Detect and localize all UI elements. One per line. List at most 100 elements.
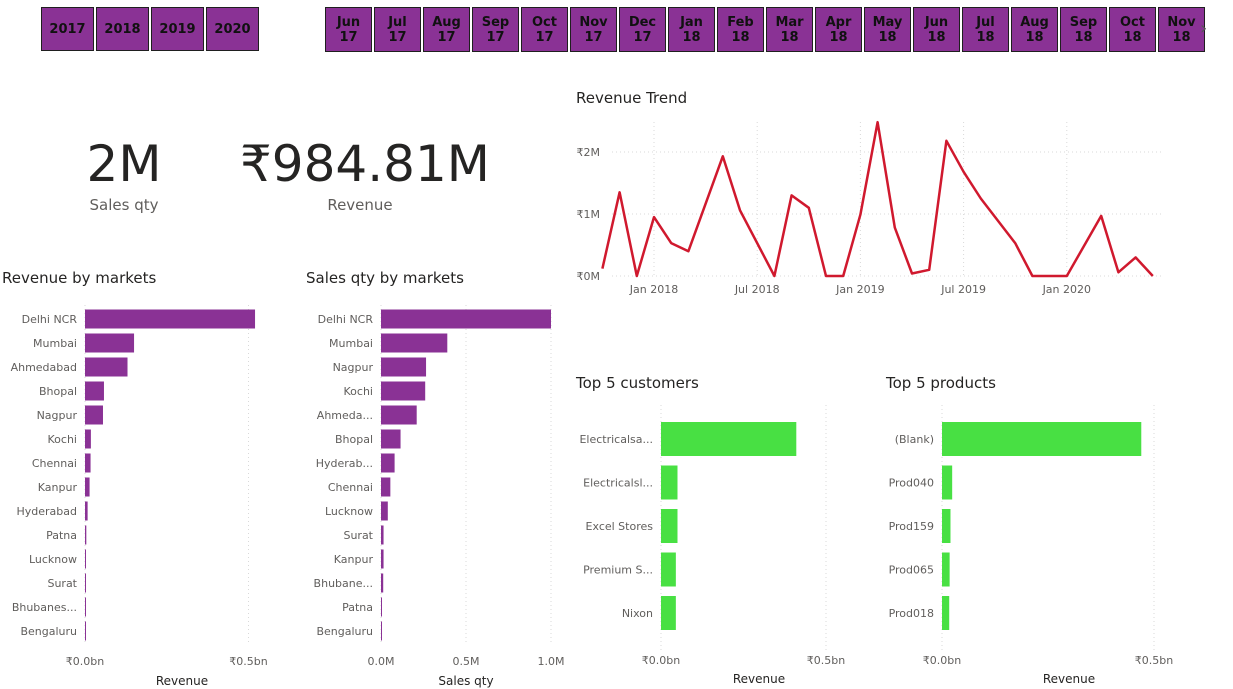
revenue-card: ₹984.81M Revenue <box>240 138 490 214</box>
category-label: (Blank) <box>895 433 934 446</box>
month-name: Nov <box>579 14 608 30</box>
month-button-oct-18[interactable]: Oct 18 <box>1109 7 1156 52</box>
category-label: Kanpur <box>38 481 78 494</box>
x-axis-title: Revenue <box>156 674 208 688</box>
chevron-right-icon[interactable]: › <box>1200 18 1208 39</box>
x-tick-label: ₹0.0bn <box>923 654 961 667</box>
category-label: Prod018 <box>889 607 934 620</box>
bar <box>381 309 551 329</box>
bar <box>85 381 104 401</box>
category-label: Prod065 <box>889 564 934 577</box>
month-button-may-18[interactable]: May 18 <box>864 7 911 52</box>
category-label: Electricalsl... <box>583 477 653 490</box>
bar <box>661 596 676 630</box>
category-label: Mumbai <box>33 337 77 350</box>
bar <box>381 453 395 473</box>
bar <box>85 333 135 353</box>
month-button-oct-17[interactable]: Oct 17 <box>521 7 568 52</box>
month-button-jun-17[interactable]: Jun 17 <box>325 7 372 52</box>
category-label: Premium S... <box>583 564 653 577</box>
month-button-sep-17[interactable]: Sep 17 <box>472 7 519 52</box>
category-label: Electricalsa... <box>579 433 653 446</box>
bar <box>85 477 90 497</box>
category-label: Kochi <box>344 385 373 398</box>
month-button-sep-18[interactable]: Sep 18 <box>1060 7 1107 52</box>
x-tick-label: 1.0M <box>538 655 565 668</box>
x-tick-label: Jan 2020 <box>1042 283 1091 296</box>
month-year: 17 <box>633 29 652 45</box>
bar <box>85 453 91 473</box>
y-tick-label: ₹2M <box>577 146 601 159</box>
category-label: Hyderab... <box>316 457 373 470</box>
category-label: Ahmedabad <box>11 361 77 374</box>
category-label: Prod159 <box>889 520 934 533</box>
bar <box>85 525 87 545</box>
year-button-2017[interactable]: 2017 <box>41 7 94 51</box>
month-year: 18 <box>1172 29 1191 45</box>
month-button-jul-17[interactable]: Jul 17 <box>374 7 421 52</box>
category-label: Kanpur <box>334 553 374 566</box>
x-tick-label: Jan 2019 <box>835 283 884 296</box>
year-button-2020[interactable]: 2020 <box>206 7 259 51</box>
x-tick-label: ₹0.0bn <box>642 654 680 667</box>
month-button-aug-18[interactable]: Aug 18 <box>1011 7 1058 52</box>
category-label: Chennai <box>32 457 77 470</box>
x-axis-title: Revenue <box>733 672 785 686</box>
month-button-aug-17[interactable]: Aug 17 <box>423 7 470 52</box>
month-button-jan-18[interactable]: Jan 18 <box>668 7 715 52</box>
month-name: Feb <box>727 14 754 30</box>
category-label: Mumbai <box>329 337 373 350</box>
category-label: Hyderabad <box>17 505 78 518</box>
revenue-series-line <box>601 120 1154 278</box>
bar <box>381 621 382 641</box>
bar <box>381 597 382 617</box>
month-name: Mar <box>775 14 804 30</box>
y-tick-label: ₹0M <box>577 270 601 283</box>
y-tick-label: ₹1M <box>577 208 601 221</box>
category-label: Patna <box>342 601 373 614</box>
bar <box>661 509 678 543</box>
category-label: Bhubanes... <box>12 601 77 614</box>
month-button-mar-18[interactable]: Mar 18 <box>766 7 813 52</box>
bar <box>942 509 951 543</box>
top5-products-title: Top 5 products <box>886 374 996 392</box>
month-button-dec-17[interactable]: Dec 17 <box>619 7 666 52</box>
bar <box>942 422 1142 456</box>
bar <box>942 596 950 630</box>
month-button-nov-17[interactable]: Nov 17 <box>570 7 617 52</box>
month-button-jul-18[interactable]: Jul 18 <box>962 7 1009 52</box>
category-label: Surat <box>343 529 373 542</box>
category-label: Lucknow <box>325 505 373 518</box>
x-tick-label: Jul 2019 <box>940 283 986 296</box>
sales-qty-by-markets-title: Sales qty by markets <box>306 269 464 287</box>
month-name: May <box>872 14 903 30</box>
bar <box>85 309 256 329</box>
month-button-feb-18[interactable]: Feb 18 <box>717 7 764 52</box>
bar <box>85 429 91 449</box>
category-label: Excel Stores <box>586 520 654 533</box>
month-name: Oct <box>1120 14 1145 30</box>
bar <box>381 429 401 449</box>
category-label: Patna <box>46 529 77 542</box>
month-name: Apr <box>825 14 852 30</box>
year-button-2019[interactable]: 2019 <box>151 7 204 51</box>
bar <box>661 465 678 500</box>
month-year: 18 <box>927 29 946 45</box>
year-button-2018[interactable]: 2018 <box>96 7 149 51</box>
category-label: Nagpur <box>333 361 374 374</box>
category-label: Lucknow <box>29 553 77 566</box>
month-slicer: Jun 17 Jul 17 Aug 17 Sep 17 Oct 17 Nov 17 Dec 17 Jan 18… <box>325 7 1205 52</box>
month-name: Jul <box>976 14 995 30</box>
month-button-jun-18[interactable]: Jun 18 <box>913 7 960 52</box>
x-tick-label: 0.5M <box>453 655 480 668</box>
x-axis-title: Revenue <box>1043 672 1095 686</box>
bar <box>85 501 88 521</box>
category-label: Surat <box>47 577 77 590</box>
category-label: Bengaluru <box>316 625 373 638</box>
x-tick-label: ₹0.5bn <box>229 655 267 668</box>
sales-qty-label: Sales qty <box>89 196 159 214</box>
category-label: Bhopal <box>39 385 77 398</box>
bar <box>381 525 384 545</box>
month-button-nov-18[interactable]: Nov 18 <box>1158 7 1205 52</box>
month-button-apr-18[interactable]: Apr 18 <box>815 7 862 52</box>
